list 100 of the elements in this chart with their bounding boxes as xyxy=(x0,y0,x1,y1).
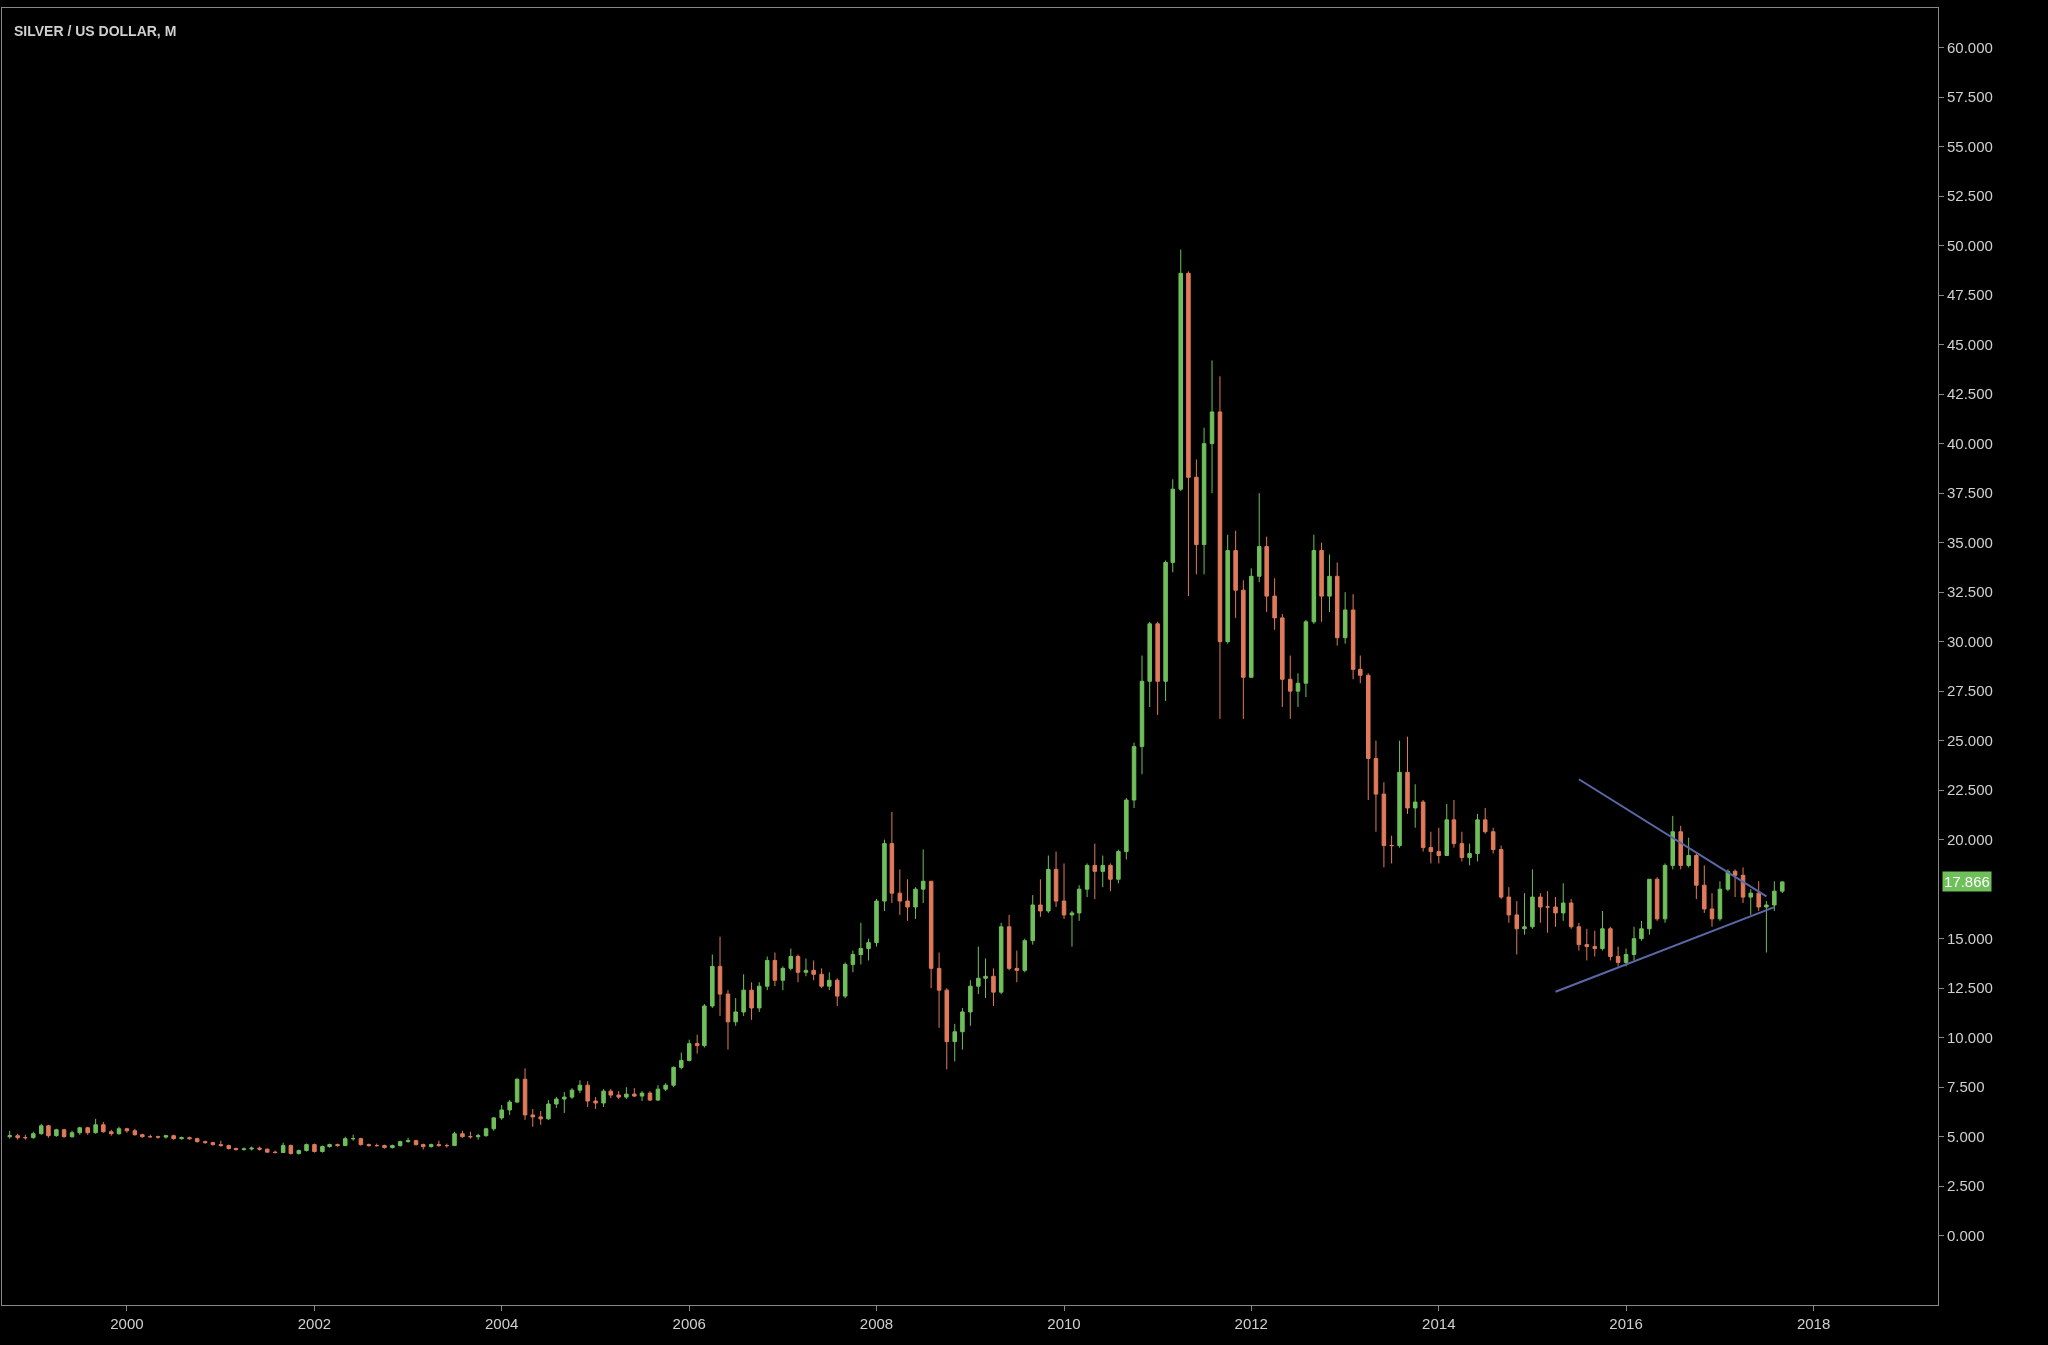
candlestick xyxy=(897,868,903,916)
x-tick-label: 2012 xyxy=(1234,1315,1268,1332)
candlestick xyxy=(1358,655,1363,684)
candlestick xyxy=(764,955,770,991)
candlestick xyxy=(1444,803,1450,857)
candlestick xyxy=(1147,621,1152,708)
candlestick xyxy=(202,1140,208,1145)
candlestick xyxy=(811,959,816,981)
candlestick xyxy=(491,1116,497,1132)
y-tick-label: 12.500 xyxy=(1947,979,1993,997)
candlestick xyxy=(163,1134,169,1140)
candlestick xyxy=(187,1136,192,1141)
candlestick xyxy=(31,1131,36,1139)
candlestick xyxy=(1615,946,1621,967)
candlestick xyxy=(1662,862,1668,924)
candlestick xyxy=(593,1096,598,1110)
candlestick xyxy=(1139,655,1145,775)
candlestick xyxy=(428,1143,434,1149)
candlestick xyxy=(569,1087,575,1100)
y-tick-label: 2.500 xyxy=(1947,1177,1985,1195)
candlestick xyxy=(124,1127,130,1134)
candlestick xyxy=(358,1138,364,1147)
candlestick xyxy=(1334,561,1340,647)
candlestick xyxy=(460,1130,465,1139)
candlestick xyxy=(546,1099,551,1121)
y-tick-label: 20.000 xyxy=(1947,830,1993,848)
candlestick xyxy=(1584,928,1590,961)
candlestick xyxy=(335,1143,340,1148)
y-tick-label: 32.500 xyxy=(1947,583,1993,601)
candlestick xyxy=(1006,914,1012,971)
candlestick xyxy=(304,1143,309,1152)
y-tick-label: 35.000 xyxy=(1947,533,1993,551)
candlestick xyxy=(1100,855,1106,888)
candlestick xyxy=(655,1084,661,1102)
y-tick-label: 27.500 xyxy=(1947,682,1993,700)
candlestick xyxy=(795,954,801,983)
candlestick xyxy=(983,957,988,999)
candlestick xyxy=(1124,797,1129,860)
candlestick xyxy=(1654,876,1660,922)
x-tick-label: 2018 xyxy=(1796,1315,1831,1332)
candlestick xyxy=(733,997,738,1027)
candlestick xyxy=(1201,427,1207,575)
candlestick xyxy=(819,967,824,989)
candlestick xyxy=(1732,868,1738,898)
x-tick-label: 2000 xyxy=(110,1315,144,1332)
candlestick xyxy=(639,1090,645,1102)
candlestick xyxy=(530,1108,536,1128)
candlestick xyxy=(1217,375,1223,720)
candlestick xyxy=(866,938,871,961)
candlestick xyxy=(1709,892,1715,928)
candlestick xyxy=(874,898,879,948)
candlestick xyxy=(1381,781,1387,868)
y-tick-label: 30.000 xyxy=(1947,632,1993,650)
candlestick xyxy=(507,1099,512,1116)
candlestick xyxy=(257,1146,262,1152)
candlestick xyxy=(1256,492,1262,583)
candlestick xyxy=(1288,655,1293,720)
candlestick xyxy=(210,1141,216,1147)
candlestick xyxy=(710,954,715,1009)
candlestick xyxy=(1670,815,1676,870)
candlestick xyxy=(54,1128,59,1137)
y-tick-label: 37.500 xyxy=(1947,484,1993,502)
candlestick xyxy=(663,1082,668,1092)
candlestick xyxy=(1186,270,1191,597)
candlestick xyxy=(288,1144,294,1156)
candlestick xyxy=(312,1143,317,1154)
candlestick xyxy=(1740,866,1746,904)
candlestick xyxy=(632,1087,637,1098)
candlestick xyxy=(998,922,1004,995)
candlestick xyxy=(296,1149,302,1156)
candlestick xyxy=(397,1140,403,1147)
candlestick xyxy=(1522,892,1527,936)
candlestick xyxy=(976,946,981,995)
candlestick xyxy=(405,1137,411,1144)
candlestick xyxy=(1264,536,1269,613)
candlestick xyxy=(1373,740,1379,833)
candlestick xyxy=(1046,855,1051,914)
x-tick-label: 2016 xyxy=(1609,1315,1643,1332)
x-tick-label: 2010 xyxy=(1047,1315,1081,1332)
candlestick xyxy=(1514,900,1520,956)
candlestick xyxy=(960,1007,965,1051)
candlestick xyxy=(1280,613,1285,708)
candlestick xyxy=(1155,621,1160,716)
candlestick xyxy=(46,1124,51,1139)
candlestick xyxy=(702,1003,707,1049)
y-tick-label: 7.500 xyxy=(1947,1078,1985,1096)
candlestick xyxy=(241,1147,247,1152)
y-tick-label: 57.500 xyxy=(1947,88,1993,106)
candlestick xyxy=(562,1091,567,1114)
candlestick xyxy=(1327,554,1332,613)
candlestick xyxy=(1225,534,1230,645)
y-tick-label: 60.000 xyxy=(1947,38,1993,56)
candlestick xyxy=(499,1104,504,1121)
y-tick-label: 25.000 xyxy=(1947,731,1993,749)
candlestick xyxy=(601,1088,606,1108)
candlestick xyxy=(226,1144,232,1151)
x-tick-label: 2014 xyxy=(1422,1315,1456,1332)
candlestick xyxy=(1170,478,1176,573)
candlestick xyxy=(1717,880,1723,922)
candlestick xyxy=(1608,926,1613,961)
